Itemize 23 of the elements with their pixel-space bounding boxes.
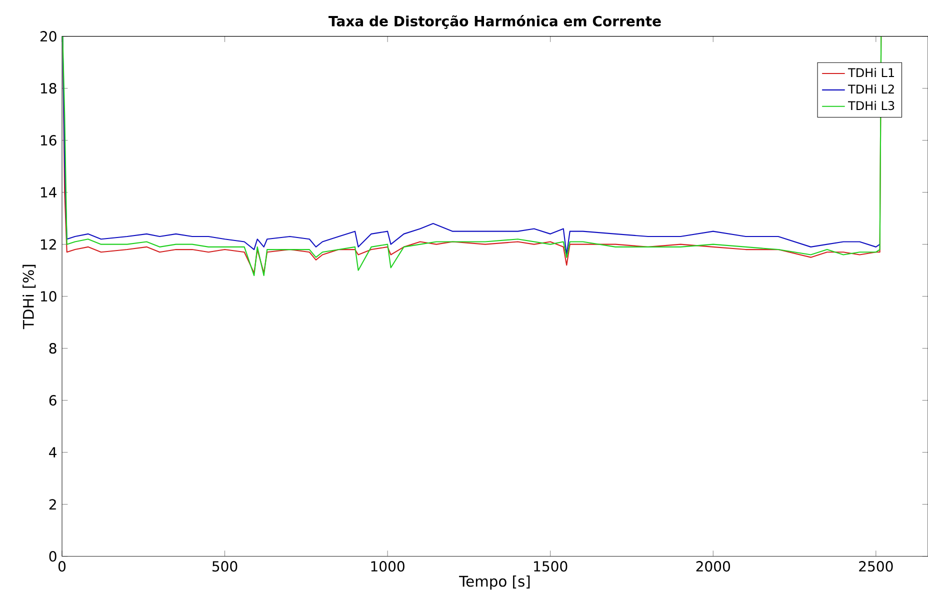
chart-title: Taxa de Distorção Harmónica em Corrente: [328, 15, 661, 29]
x-axis-title: Tempo [s]: [459, 575, 530, 590]
y-tick-label: 10: [41, 291, 56, 302]
x-tick-label: 2500: [859, 561, 893, 572]
y-tick-label: 2: [49, 499, 56, 510]
legend-label: TDHi L2: [848, 84, 894, 94]
legend-label: TDHi L3: [848, 100, 894, 110]
x-tick-label: 1500: [534, 561, 568, 572]
x-tick-label: 1000: [371, 561, 404, 572]
y-tick-label: 18: [41, 83, 56, 94]
x-tick-label: 2000: [696, 561, 730, 572]
y-tick-label: 6: [49, 395, 56, 406]
y-tick-label: 4: [49, 447, 56, 458]
legend-label: TDHi L1: [848, 68, 894, 78]
y-axis-title: TDHi [%]: [22, 264, 36, 330]
y-tick-label: 14: [41, 187, 56, 198]
x-tick-label: 500: [212, 561, 238, 572]
y-tick-label: 16: [41, 135, 56, 146]
y-tick-label: 8: [49, 343, 56, 354]
y-tick-label: 20: [40, 31, 56, 42]
y-tick-label: 12: [41, 239, 56, 250]
x-tick-label: 0: [58, 561, 66, 572]
y-tick-label: 0: [49, 551, 56, 562]
